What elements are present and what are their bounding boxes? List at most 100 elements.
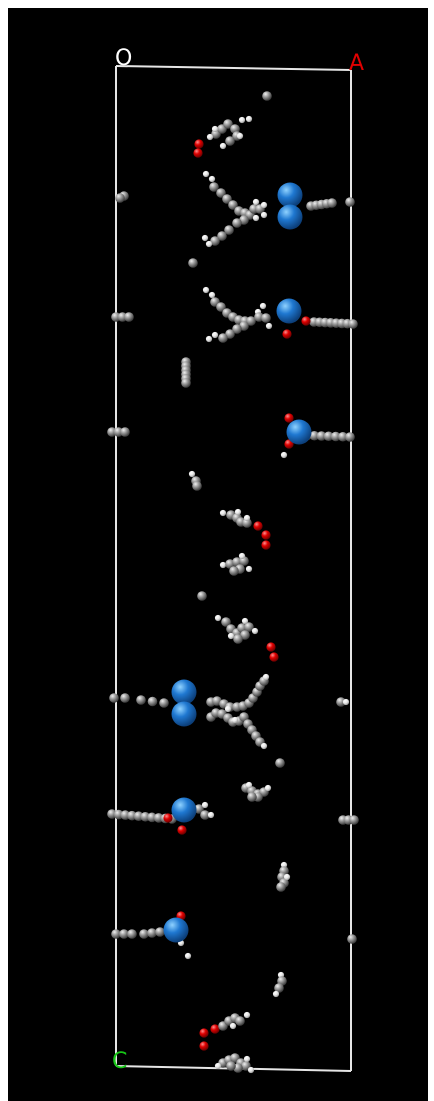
oxygen-atom [199,1028,209,1038]
hydrogen-atom [265,322,273,330]
carbon-atom [240,630,250,640]
hydrogen-atom [245,781,253,789]
carbon-atom [209,182,219,192]
carbon-atom [225,136,235,146]
hydrogen-atom [236,132,244,140]
oxygen-atom [193,148,203,158]
hydrogen-atom [280,451,288,459]
hydrogen-atom [272,990,280,998]
carbon-atom [262,91,272,101]
carbon-atom [323,431,334,442]
hydrogen-atom [229,1022,237,1030]
metal-atom [171,679,197,705]
carbon-atom [223,119,233,129]
carbon-atom [345,432,355,442]
carbon-atom [228,200,238,210]
a-axis-label: A [349,51,364,76]
hydrogen-atom [260,742,268,750]
hydrogen-atom [252,198,260,206]
carbon-atom [349,815,359,825]
oxygen-atom [210,1024,220,1034]
carbon-atom [119,929,129,939]
carbon-atom [192,481,202,491]
oxygen-atom [163,813,173,823]
oxygen-atom [199,1041,209,1051]
hydrogen-atom [251,627,259,635]
oxygen-atom [284,413,294,423]
cell-edge-top [115,65,352,71]
hydrogen-atom [208,175,216,183]
hydrogen-atom [283,873,291,881]
carbon-atom [239,712,249,722]
hydrogen-atom [201,801,209,809]
hydrogen-atom [227,632,235,640]
hydrogen-atom [241,617,249,625]
carbon-atom [216,188,226,198]
hydrogen-atom [264,784,272,792]
metal-atom [277,182,303,208]
carbon-atom [210,236,220,246]
hydrogen-atom [211,125,219,133]
carbon-atom [330,431,341,442]
c-axis-label: C [112,1049,127,1074]
hydrogen-atom [219,561,227,569]
carbon-atom [224,225,234,235]
axis-labels: O A C [112,46,364,1074]
metal-atom [171,701,197,727]
carbon-atom [159,698,169,708]
metal-atom [171,797,197,823]
hydrogen-atom [205,240,213,248]
hydrogen-atom [201,234,209,242]
oxygen-atom [282,329,292,339]
carbon-atom [274,983,284,993]
origin-label: O [115,46,132,71]
hydrogen-atom [219,142,227,150]
carbon-atom [124,312,134,322]
hydrogen-atom [231,716,239,724]
carbon-atom [111,929,121,939]
oxygen-atom [269,652,279,662]
hydrogen-atom [243,1055,251,1063]
hydrogen-atom [202,286,210,294]
carbon-atom [242,518,252,528]
carbon-atom [221,617,231,627]
carbon-atom [232,218,242,228]
structure-viewport[interactable]: O A C [8,8,428,1101]
carbon-atom [233,634,243,644]
carbon-atom [338,431,348,442]
hydrogen-atom [219,509,227,517]
oxygen-atom [266,642,276,652]
carbon-atom [120,427,130,437]
crystal-structure-scene[interactable]: O A C [8,8,428,1101]
hydrogen-atom [247,1066,255,1074]
oxygen-atom [194,139,204,149]
carbon-atom [225,329,235,339]
oxygen-atom [177,825,187,835]
carbon-atom [197,591,207,601]
carbon-atom [235,1016,245,1026]
metal-atom [276,298,302,324]
carbon-atom [244,622,254,632]
hydrogen-atom [214,1062,222,1070]
carbon-atom [275,758,285,768]
carbon-atom [345,197,355,207]
oxygen-atom [253,521,263,531]
oxygen-atom [261,530,271,540]
carbon-atom [229,566,239,576]
carbon-atom [181,378,191,388]
atom-layer [107,91,359,1074]
hydrogen-atom [184,952,192,960]
carbon-atom [109,693,119,703]
oxygen-atom [261,540,271,550]
carbon-atom [316,431,327,441]
carbon-atom [247,792,257,802]
metal-atom [163,917,189,943]
hydrogen-atom [224,705,232,713]
hydrogen-atom [205,335,213,343]
hydrogen-atom [211,331,219,339]
hydrogen-atom [245,565,253,573]
carbon-atom [139,929,149,939]
hydrogen-atom [259,302,267,310]
hydrogen-atom [206,133,214,141]
